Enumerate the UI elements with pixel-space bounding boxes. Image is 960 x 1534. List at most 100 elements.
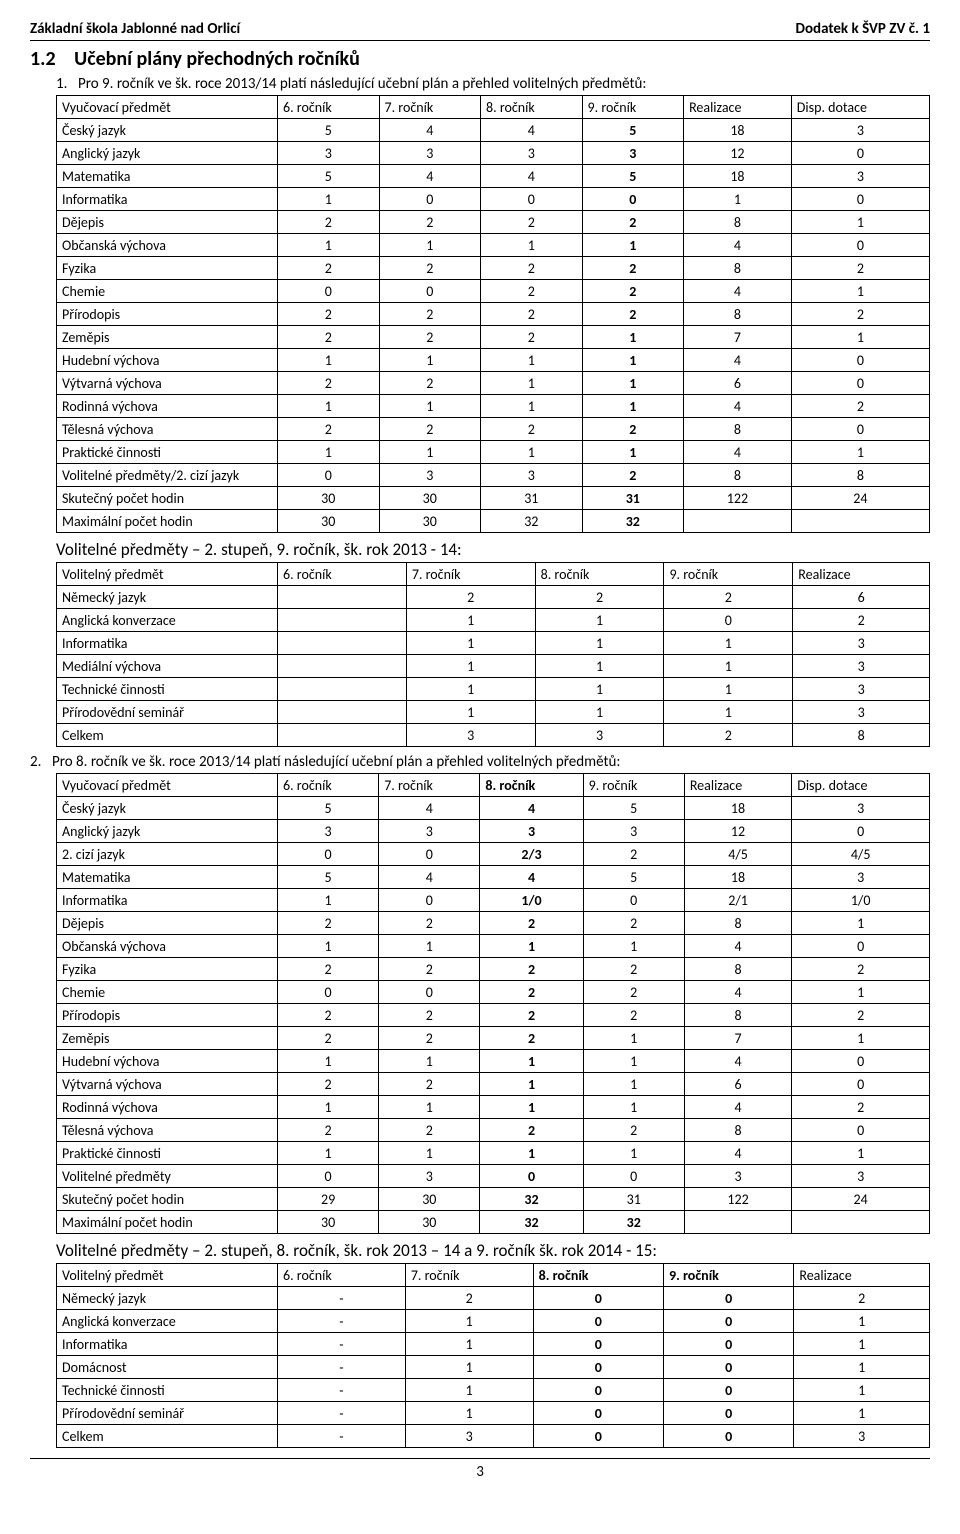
cell: Matematika [57, 165, 278, 188]
cell: 2 [480, 912, 583, 935]
table-row: Volitelné předměty/2. cizí jazyk033288 [57, 464, 930, 487]
cell [278, 586, 407, 609]
cell: Mediální výchova [57, 655, 278, 678]
cell: Fyzika [57, 958, 278, 981]
table-elective-9: Volitelný předmět6. ročník7. ročník8. ro… [56, 562, 930, 747]
cell: 3 [278, 142, 380, 165]
cell: 3 [481, 142, 583, 165]
col-header: 9. ročník [583, 774, 684, 797]
cell: Český jazyk [57, 119, 278, 142]
cell: 3 [793, 632, 930, 655]
cell: 1 [406, 655, 535, 678]
cell: 18 [684, 119, 792, 142]
cell: 0 [533, 1287, 663, 1310]
cell: 4 [684, 1096, 791, 1119]
cell: Maximální počet hodin [57, 510, 278, 533]
cell: - [278, 1425, 406, 1448]
cell: 4 [481, 165, 583, 188]
cell: 1 [278, 349, 380, 372]
cell: 1 [794, 1402, 930, 1425]
cell: 3 [379, 464, 481, 487]
table-row: Informatika1113 [57, 632, 930, 655]
cell: 4 [379, 866, 480, 889]
table-row: Informatika100010 [57, 188, 930, 211]
cell: 12 [684, 142, 792, 165]
cell: 1 [583, 1050, 684, 1073]
cell: Přírodovědní seminář [57, 1402, 278, 1425]
cell: 4 [480, 866, 583, 889]
table-row: Anglický jazyk3333120 [57, 142, 930, 165]
cell: 2 [278, 326, 380, 349]
table-row: Maximální počet hodin30303232 [57, 1211, 930, 1234]
cell: 2 [379, 1073, 480, 1096]
col-header: Vyučovací předmět [57, 96, 278, 119]
cell: 2 [481, 418, 583, 441]
cell: 8 [684, 1004, 791, 1027]
cell: 1 [379, 234, 481, 257]
cell: 2/1 [684, 889, 791, 912]
cell: 6 [684, 372, 792, 395]
cell: Rodinná výchova [57, 395, 278, 418]
cell: 1 [582, 441, 684, 464]
cell: 0 [533, 1356, 663, 1379]
table-row: Praktické činnosti111141 [57, 1142, 930, 1165]
cell: 0 [481, 188, 583, 211]
cell: 1 [278, 441, 380, 464]
table-row: Výtvarná výchova221160 [57, 1073, 930, 1096]
cell [278, 655, 407, 678]
cell: 0 [663, 1287, 793, 1310]
cell: Informatika [57, 188, 278, 211]
cell: 1 [480, 1073, 583, 1096]
table-row: Občanská výchova111140 [57, 234, 930, 257]
cell: 1 [379, 1050, 480, 1073]
cell: Německý jazyk [57, 1287, 278, 1310]
cell: 2 [582, 303, 684, 326]
cell: 0 [379, 843, 480, 866]
cell: 3 [792, 797, 930, 820]
cell: 122 [684, 487, 792, 510]
cell: Výtvarná výchova [57, 372, 278, 395]
cell: 2 [379, 372, 481, 395]
cell: 1 [406, 701, 535, 724]
cell: - [278, 1333, 406, 1356]
col-header: Realizace [684, 96, 792, 119]
cell: 1 [583, 1096, 684, 1119]
cell: 31 [582, 487, 684, 510]
cell: 1 [792, 1027, 930, 1050]
col-header: Realizace [684, 774, 791, 797]
cell: 1 [278, 1050, 379, 1073]
cell: 0 [278, 464, 380, 487]
cell: 1 [794, 1310, 930, 1333]
cell: 3 [792, 1165, 930, 1188]
list-item-2: 2. Pro 8. ročník ve šk. roce 2013/14 pla… [30, 753, 930, 771]
table-row: Zeměpis222171 [57, 326, 930, 349]
cell: 30 [278, 487, 380, 510]
cell: 1 [278, 889, 379, 912]
cell: 2 [582, 257, 684, 280]
cell: 1 [794, 1333, 930, 1356]
cell: 0 [278, 280, 380, 303]
cell: 2 [582, 418, 684, 441]
cell: 18 [684, 866, 791, 889]
cell: 3 [583, 820, 684, 843]
table-row: Přírodovědní seminář1113 [57, 701, 930, 724]
cell: 0 [663, 1425, 793, 1448]
cell: Celkem [57, 724, 278, 747]
cell: Anglická konverzace [57, 609, 278, 632]
cell: 1 [278, 1096, 379, 1119]
cell: 0 [582, 188, 684, 211]
table-elective-8: Volitelný předmět6. ročník7. ročník8. ro… [56, 1263, 930, 1448]
cell: 0 [583, 889, 684, 912]
cell: 1 [791, 280, 929, 303]
cell: 1 [379, 1096, 480, 1119]
col-header: Realizace [794, 1264, 930, 1287]
cell: 2 [278, 1073, 379, 1096]
cell: 8 [684, 464, 792, 487]
cell: Dějepis [57, 912, 278, 935]
table-row: Volitelné předměty030033 [57, 1165, 930, 1188]
cell: 3 [793, 655, 930, 678]
cell: 8 [684, 418, 792, 441]
cell: 2 [405, 1287, 533, 1310]
cell: 0 [791, 372, 929, 395]
subheading-2: Volitelné předměty – 2. stupeň, 8. roční… [56, 1240, 930, 1261]
